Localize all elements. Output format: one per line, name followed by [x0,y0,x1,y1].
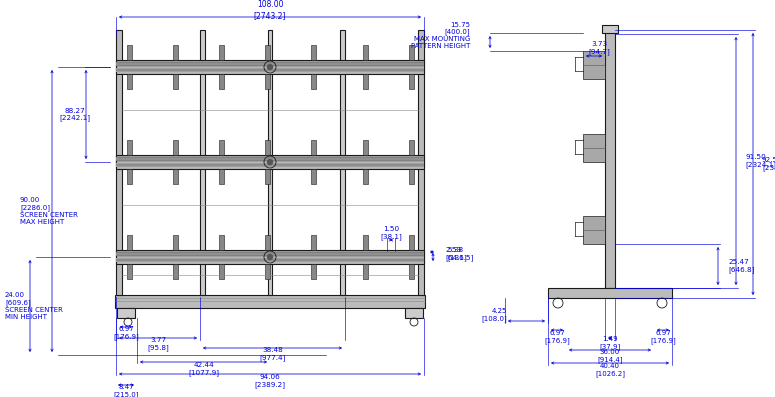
Text: 3.77
[95.8]: 3.77 [95.8] [147,337,169,351]
Bar [116,62,424,66]
Bar [116,252,424,256]
Text: 4.25
[108.0]: 4.25 [108.0] [481,308,507,322]
Bar [548,288,672,298]
Bar [173,235,178,250]
Bar [127,74,132,89]
Bar [116,250,424,264]
Text: 6.97
[176.9]: 6.97 [176.9] [650,330,676,344]
Bar [116,258,424,262]
Text: 108.00
[2743.2]: 108.00 [2743.2] [253,0,286,20]
Bar [173,45,178,60]
Bar [363,169,368,184]
Text: 1.49
[37.9]: 1.49 [37.9] [599,336,621,350]
Bar [127,235,132,250]
Text: 90.00
[2286.0]
SCREEN CENTER
MAX HEIGHT: 90.00 [2286.0] SCREEN CENTER MAX HEIGHT [20,197,78,225]
Bar [311,74,316,89]
Bar [116,155,424,169]
Text: 8.47
[215.0]: 8.47 [215.0] [113,384,139,397]
Bar [116,157,424,161]
Bar [127,264,132,279]
Bar [268,30,272,295]
Text: 25.47
[646.8]: 25.47 [646.8] [728,259,754,273]
Bar [115,295,425,308]
Bar [409,169,414,184]
Bar [200,30,205,295]
Bar [311,169,316,184]
Bar [219,169,224,184]
Bar [311,45,316,60]
Bar [265,74,270,89]
Bar [363,264,368,279]
Bar [409,264,414,279]
Bar [311,264,316,279]
Text: 42.44
[1077.9]: 42.44 [1077.9] [188,362,219,376]
Bar [173,74,178,89]
Bar [219,45,224,60]
Bar [583,216,605,244]
Bar [265,45,270,60]
Text: 38.48
[977.4]: 38.48 [977.4] [260,347,286,361]
Text: 40.40
[1026.2]: 40.40 [1026.2] [595,363,625,377]
Bar [405,308,423,318]
Text: 15.75
[400.0]
MAX MOUNTING
PATTERN HEIGHT: 15.75 [400.0] MAX MOUNTING PATTERN HEIGH… [411,21,470,49]
Bar [409,235,414,250]
Circle shape [267,160,273,164]
Bar [117,308,135,318]
Bar [265,169,270,184]
Bar [219,264,224,279]
Bar [311,235,316,250]
Text: 94.06
[2389.2]: 94.06 [2389.2] [254,374,285,388]
Text: 3.73
[94.7]: 3.73 [94.7] [588,41,610,55]
Bar [340,30,345,295]
Text: 91.50
[2324.1]: 91.50 [2324.1] [745,154,775,168]
Text: 36.00
[914.4]: 36.00 [914.4] [598,349,623,363]
Bar [265,235,270,250]
Bar [409,45,414,60]
Bar [116,163,424,167]
Bar [409,74,414,89]
Circle shape [267,254,273,260]
Bar [116,68,424,72]
Text: 92.54
[2350.5]: 92.54 [2350.5] [762,157,775,171]
Bar [605,30,615,288]
Bar [363,74,368,89]
Text: 6.97
[176.9]: 6.97 [176.9] [113,326,139,340]
Circle shape [267,64,273,69]
Bar [219,74,224,89]
Bar [583,134,605,162]
Bar [173,264,178,279]
Text: 6.97
[176.9]: 6.97 [176.9] [544,330,570,344]
Bar [116,30,122,295]
Bar [173,169,178,184]
Text: 24.00
[609.6]
SCREEN CENTER
MIN HEIGHT: 24.00 [609.6] SCREEN CENTER MIN HEIGHT [5,292,63,320]
Bar [219,235,224,250]
Bar [219,140,224,155]
Bar [265,264,270,279]
Bar [116,60,424,74]
Bar [127,45,132,60]
Text: 1.50
[38.1]: 1.50 [38.1] [380,226,402,240]
Bar [418,30,424,295]
Bar [127,169,132,184]
Bar [311,140,316,155]
Bar [173,140,178,155]
Bar [363,45,368,60]
Bar [363,235,368,250]
Bar [409,140,414,155]
Bar [583,51,605,79]
Text: 5.38
[136.5]: 5.38 [136.5] [447,247,474,261]
Bar [265,140,270,155]
Bar [602,25,618,33]
Text: 2.53
[64.1]: 2.53 [64.1] [445,247,467,261]
Text: 88.27
[2242.1]: 88.27 [2242.1] [60,108,91,121]
Bar [127,140,132,155]
Bar [363,140,368,155]
